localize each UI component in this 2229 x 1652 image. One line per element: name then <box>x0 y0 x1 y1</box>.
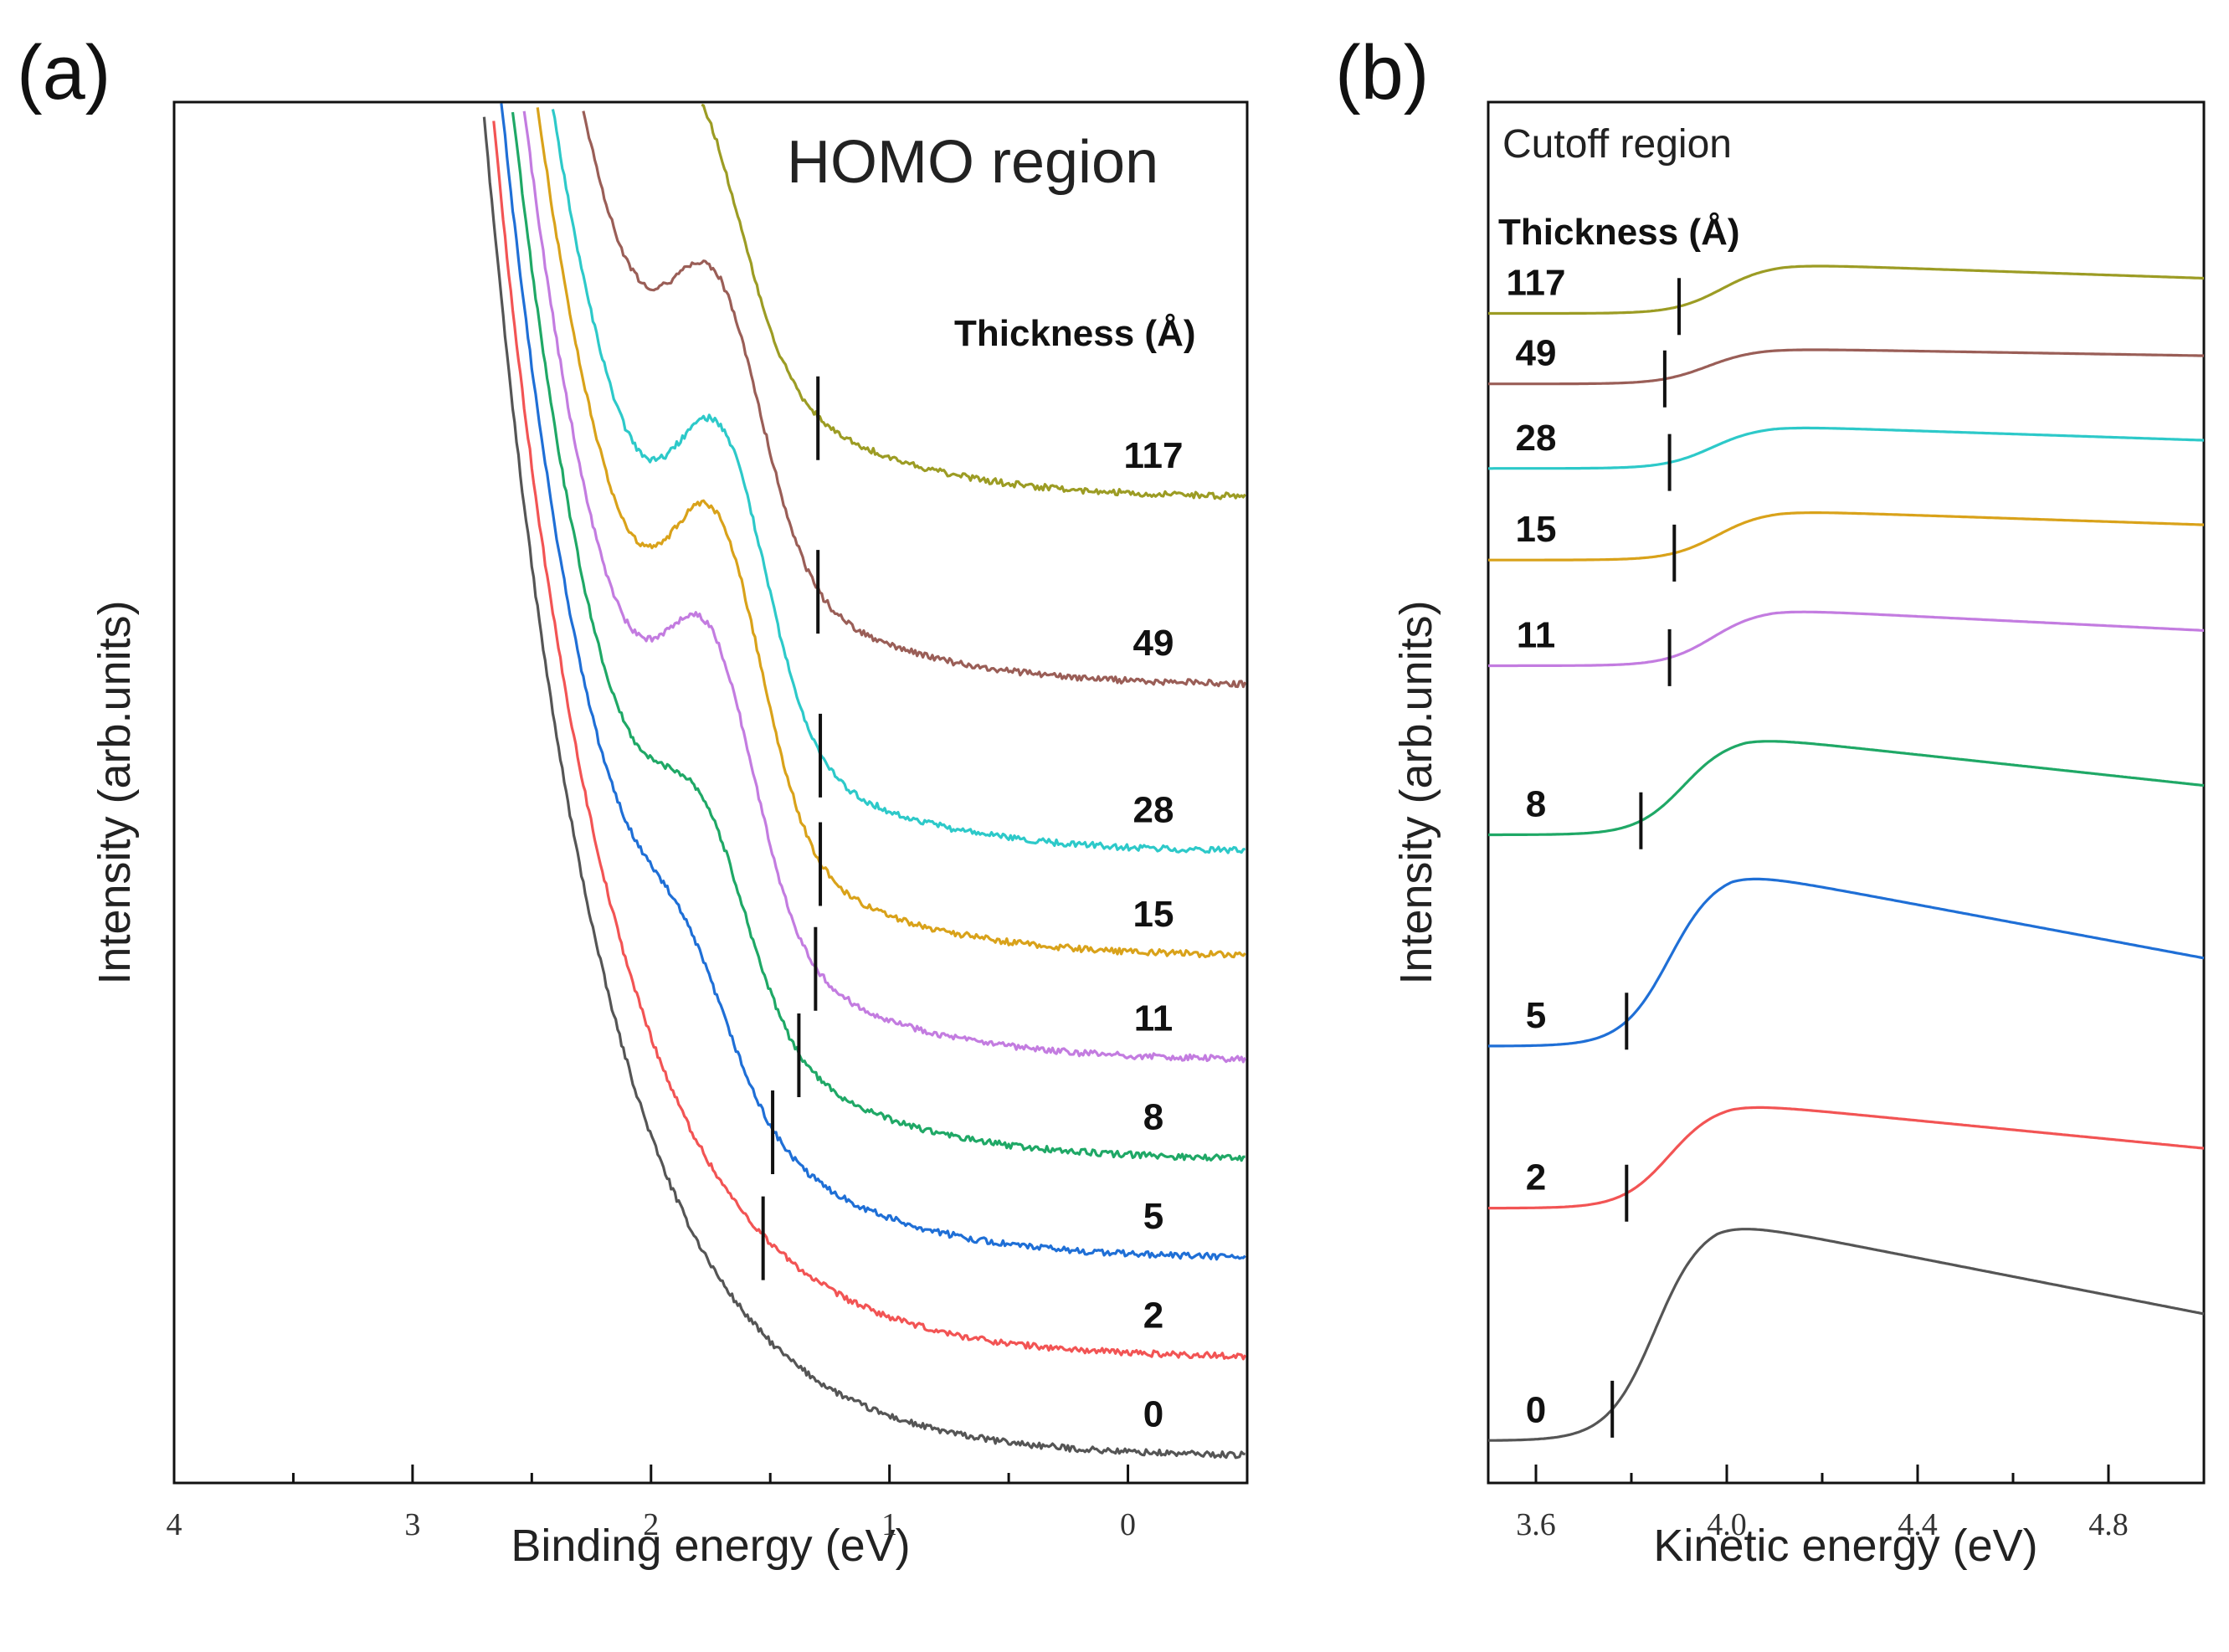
a-curve-5 <box>500 103 1246 1261</box>
b-series-label-11: 11 <box>1517 614 1556 655</box>
panel-b-legend-title: Thickness (Å) <box>1498 212 1740 253</box>
a-curve-117 <box>701 103 1247 500</box>
a-tick-label: 0 <box>1120 1507 1136 1542</box>
b-series-label-8: 8 <box>1526 784 1546 825</box>
a-curve-49 <box>582 110 1247 689</box>
b-tick-label: 4.8 <box>2088 1507 2129 1542</box>
panel-a-onset-marks <box>761 376 823 1280</box>
panel-b-frame <box>1487 100 2206 1485</box>
a-tick-label: 4 <box>167 1507 182 1542</box>
a-curve-11 <box>522 110 1247 1064</box>
a-curve-0 <box>482 116 1245 1460</box>
b-series-label-117: 117 <box>1507 263 1566 304</box>
b-curve-2 <box>1488 1106 2205 1210</box>
a-tick-label: 3 <box>404 1507 420 1542</box>
b-series-label-28: 28 <box>1516 418 1557 459</box>
panel-b-label: (b) <box>1335 30 1429 115</box>
b-tick-label: 4.0 <box>1707 1507 1747 1542</box>
b-series-label-2: 2 <box>1526 1157 1546 1198</box>
panel-b-ylabel: Intensity (arb.units) <box>1391 600 1441 984</box>
b-curve-0 <box>1488 1228 2205 1442</box>
a-series-label-5: 5 <box>1143 1196 1163 1237</box>
a-curve-8 <box>511 111 1245 1162</box>
panel-a-frame <box>172 100 1249 1485</box>
a-series-label-117: 117 <box>1124 435 1184 476</box>
b-series-label-49: 49 <box>1516 333 1557 374</box>
panel-a-ylabel: Intensity (arb.units) <box>90 600 140 984</box>
b-curve-49 <box>1488 348 2205 386</box>
panel-b-title: Cutoff region <box>1502 122 1732 167</box>
b-curve-117 <box>1488 264 2205 316</box>
panel-a-xlabel: Binding energy (eV) <box>511 1521 910 1571</box>
panel-a-label: (a) <box>17 30 110 115</box>
panel-b-xlabel: Kinetic energy (eV) <box>1653 1521 2037 1571</box>
b-curve-8 <box>1488 740 2205 837</box>
panel-a-legend-title: Thickness (Å) <box>954 313 1196 354</box>
panel-a: (a) HOMO region Thickness (Å) Binding en… <box>17 30 1249 1571</box>
panel-b-series-labels: 0 2 5 8 11 15 28 49 117 <box>1507 263 1566 1431</box>
b-curve-5 <box>1487 877 2205 1048</box>
b-series-label-15: 15 <box>1516 509 1557 550</box>
panel-b-onset-marks <box>1610 278 1681 1438</box>
b-curve-28 <box>1488 426 2205 470</box>
a-series-label-8: 8 <box>1143 1097 1163 1138</box>
a-curve-2 <box>492 121 1247 1361</box>
a-series-label-11: 11 <box>1134 998 1174 1039</box>
a-curve-15 <box>536 107 1246 959</box>
b-tick-label: 4.4 <box>1898 1507 1938 1542</box>
a-tick-label: 1 <box>881 1507 897 1542</box>
b-curve-11 <box>1488 610 2205 668</box>
panel-a-series-labels: 0 2 5 8 11 15 28 49 117 <box>1124 435 1184 1435</box>
b-series-label-0: 0 <box>1526 1389 1546 1430</box>
a-series-label-2: 2 <box>1143 1295 1163 1336</box>
b-series-label-5: 5 <box>1526 995 1546 1036</box>
a-series-label-0: 0 <box>1143 1394 1163 1435</box>
panel-a-title: HOMO region <box>787 129 1158 196</box>
a-series-label-28: 28 <box>1133 789 1174 830</box>
panel-a-curves <box>482 103 1247 1460</box>
panel-b: (b) Cutoff region Thickness (Å) Kinetic … <box>1335 30 2206 1571</box>
b-tick-label: 3.6 <box>1516 1507 1556 1542</box>
panel-b-axis-ticks: 3.6 4.0 4.4 4.8 <box>1516 1465 2129 1542</box>
a-series-label-15: 15 <box>1133 894 1174 935</box>
panel-a-axis-ticks: 4 3 2 1 0 <box>167 1465 1249 1542</box>
a-tick-label: 2 <box>643 1507 659 1542</box>
panel-b-curves <box>1487 264 2205 1442</box>
b-curve-15 <box>1488 511 2205 562</box>
a-series-label-49: 49 <box>1133 623 1174 664</box>
a-curve-28 <box>551 109 1246 854</box>
